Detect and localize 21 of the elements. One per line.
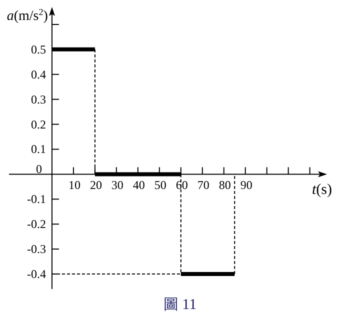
y-tick-label: 0.2: [30, 117, 46, 132]
x-tick-label: 80: [218, 178, 231, 192]
x-tick-label: 10: [68, 178, 80, 192]
y-tick-label: 0.1: [30, 142, 46, 156]
caption: 圖 11: [163, 297, 197, 313]
x-tick-label: 20: [90, 178, 102, 192]
y-tick-label: -0.1: [26, 192, 46, 206]
y-tick-label: -0.2: [26, 217, 46, 232]
y-tick-label: -0.3: [26, 242, 46, 256]
y-tick-label: 0.3: [30, 92, 46, 106]
y-tick-label: 0: [36, 162, 42, 176]
y-axis-title: a(m/s$^{2}$): [6, 7, 48, 24]
y-tick-label: 0.5: [30, 42, 46, 56]
x-axis-title: t(s): [312, 182, 332, 198]
x-tick-label: 70: [197, 178, 210, 192]
x-tick-label: 30: [111, 178, 124, 192]
x-tick-label: 90: [240, 178, 252, 192]
y-tick-label: 0.4: [30, 67, 46, 82]
x-tick-label: 40: [132, 178, 145, 192]
y-tick-label: -0.4: [26, 267, 46, 282]
x-tick-label: 50: [154, 178, 166, 192]
